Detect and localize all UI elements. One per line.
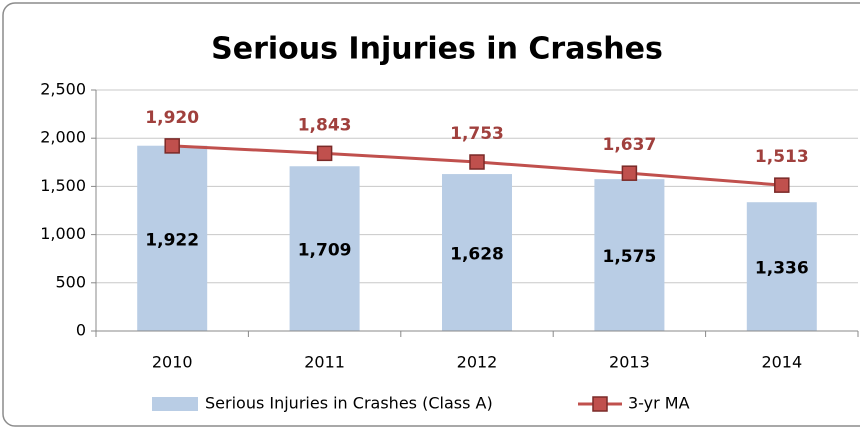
y-tick-label: 2,000 — [40, 128, 86, 147]
x-tick-label: 2010 — [152, 353, 193, 372]
bar-value-label: 1,922 — [145, 230, 199, 250]
line-marker — [774, 177, 790, 193]
line-marker — [469, 154, 485, 170]
y-tick-label: 1,000 — [40, 224, 86, 243]
legend-label: Serious Injuries in Crashes (Class A) — [205, 394, 493, 413]
x-tick-label: 2013 — [609, 353, 650, 372]
bar — [137, 145, 208, 331]
y-tick-label: 2,500 — [40, 80, 86, 99]
legend-swatch — [152, 397, 198, 411]
chart-title: Serious Injuries in Crashes — [211, 32, 663, 67]
x-tick-label: 2011 — [304, 353, 345, 372]
bar-value-label: 1,575 — [603, 247, 657, 267]
line-value-label: 1,753 — [450, 124, 504, 144]
legend-label: 3-yr MA — [628, 394, 690, 413]
bar-value-label: 1,709 — [298, 241, 352, 261]
line-value-label: 1,637 — [603, 135, 657, 155]
y-tick-label: 1,500 — [40, 176, 86, 195]
line-value-label: 1,843 — [298, 115, 352, 135]
bar — [289, 166, 360, 331]
bar — [746, 202, 817, 331]
bar — [594, 179, 665, 331]
y-tick-label: 500 — [55, 272, 86, 291]
bar-value-label: 1,336 — [755, 259, 809, 279]
x-tick-label: 2012 — [457, 353, 498, 372]
line-value-label: 1,920 — [145, 108, 199, 128]
legend-swatch — [592, 396, 608, 412]
line-marker — [164, 138, 180, 154]
line-marker — [621, 165, 638, 181]
bar-value-label: 1,628 — [450, 245, 504, 265]
bar — [442, 174, 512, 331]
y-tick-label: 0 — [76, 321, 86, 340]
x-tick-label: 2014 — [761, 353, 802, 372]
line-marker — [316, 145, 333, 162]
line-value-label: 1,513 — [755, 147, 809, 167]
